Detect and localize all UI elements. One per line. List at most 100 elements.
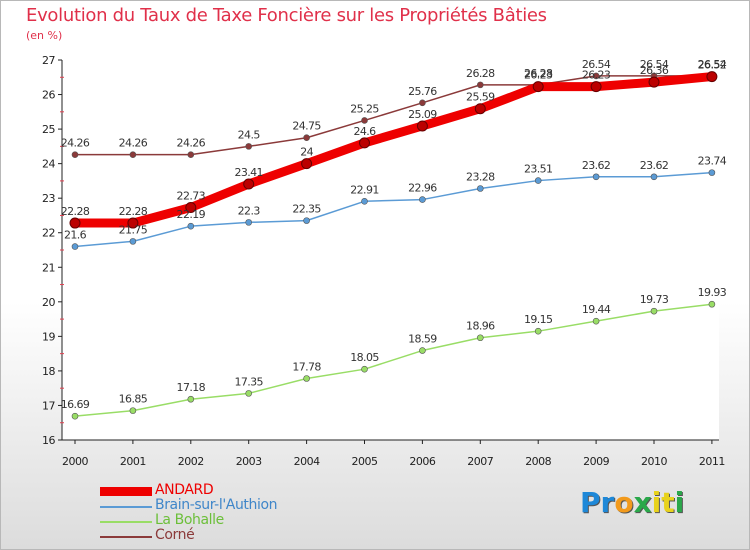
- legend-item: La Bohalle: [100, 512, 350, 529]
- series-line-3: [74, 75, 713, 156]
- data-label: 22.91: [350, 183, 379, 196]
- x-tick-label: 2000: [62, 455, 88, 468]
- data-point: [243, 178, 255, 190]
- data-point: [185, 202, 197, 214]
- data-label: 24: [300, 146, 313, 159]
- data-label: 26.54: [640, 58, 669, 71]
- x-tick-label: 2009: [583, 455, 609, 468]
- data-label: 22.96: [408, 182, 437, 195]
- data-label: 23.62: [640, 159, 669, 172]
- data-label: 26.28: [524, 67, 553, 80]
- data-point: [534, 177, 542, 184]
- data-point: [419, 99, 426, 107]
- data-label: 24.26: [61, 137, 90, 150]
- y-tick-label: 27: [42, 54, 55, 67]
- data-label: 19.73: [640, 293, 669, 306]
- series-line-2: [74, 303, 713, 417]
- data-point: [650, 307, 658, 315]
- data-point: [476, 81, 484, 89]
- data-label: 23.41: [234, 166, 263, 179]
- data-label: 25.59: [466, 91, 495, 104]
- data-point: [127, 217, 139, 229]
- data-point: [187, 151, 195, 158]
- x-tick-label: 2008: [525, 455, 551, 468]
- x-tick-label: 2003: [236, 455, 262, 468]
- data-point: [650, 173, 658, 181]
- logo-letter: r: [600, 486, 615, 519]
- data-point: [187, 222, 195, 230]
- y-tick-label: 20: [42, 296, 55, 309]
- x-tick-label: 2004: [294, 455, 320, 468]
- y-tick-label: 21: [42, 261, 55, 274]
- data-point: [416, 120, 428, 132]
- logo-letter: i: [674, 486, 685, 519]
- data-label: 25.09: [408, 108, 437, 121]
- data-label: 17.18: [177, 381, 206, 394]
- series-line-1: [74, 171, 713, 248]
- data-point: [359, 137, 370, 149]
- legend-item: ANDARD: [100, 482, 350, 499]
- data-label: 22.28: [61, 205, 90, 218]
- data-label: 16.85: [119, 393, 148, 406]
- data-point: [592, 173, 600, 181]
- proxiti-logo: Proxiti: [580, 486, 684, 519]
- data-label: 26.28: [466, 67, 495, 80]
- x-tick-label: 2011: [699, 455, 725, 468]
- legend-swatch: [100, 487, 152, 496]
- data-label: 23.74: [698, 155, 727, 168]
- data-point: [69, 217, 81, 229]
- plot-area: [62, 60, 719, 440]
- data-label: 21.6: [64, 229, 87, 242]
- data-point: [71, 243, 79, 250]
- data-label: 23.28: [466, 171, 495, 184]
- data-label: 24.5: [238, 128, 261, 141]
- data-label: 23.62: [582, 159, 611, 172]
- data-label: 17.35: [234, 375, 263, 388]
- data-label: 18.05: [350, 351, 379, 364]
- data-point: [71, 412, 79, 420]
- chart-title: Evolution du Taux de Taxe Foncière sur l…: [26, 5, 547, 26]
- data-point: [301, 158, 313, 170]
- data-point: [361, 197, 368, 205]
- data-point: [303, 134, 310, 142]
- data-label: 24.26: [119, 137, 148, 150]
- data-point: [590, 81, 602, 93]
- data-label: 22.3: [238, 204, 261, 217]
- y-tick-label: 23: [42, 192, 55, 205]
- chart-subtitle: (en %): [26, 29, 63, 42]
- data-label: 19.44: [582, 303, 611, 316]
- x-tick-label: 2007: [467, 455, 493, 468]
- data-label: 23.51: [524, 163, 553, 176]
- legend-swatch: [100, 520, 152, 523]
- data-point: [592, 72, 600, 80]
- data-point: [419, 196, 426, 203]
- y-tick-label: 16: [42, 434, 55, 447]
- y-tick-label: 17: [42, 399, 55, 412]
- data-label: 24.75: [292, 120, 321, 133]
- y-tick-label: 18: [42, 365, 55, 378]
- data-label: 26.54: [582, 58, 611, 71]
- data-point: [361, 365, 368, 373]
- legend-label: ANDARD: [155, 482, 214, 498]
- data-point: [303, 217, 310, 224]
- data-point: [245, 390, 252, 397]
- data-label: 26.36: [640, 64, 669, 77]
- legend-label: Corné: [155, 527, 195, 543]
- legend-item: Brain-sur-l'Authion: [100, 497, 350, 514]
- legend-swatch: [100, 535, 152, 538]
- data-point: [706, 71, 718, 83]
- x-tick-label: 2010: [641, 455, 667, 468]
- y-tick-label: 19: [42, 330, 55, 343]
- x-tick-label: 2002: [178, 455, 204, 468]
- logo-letter: o: [614, 486, 634, 519]
- legend-swatch: [100, 505, 152, 508]
- data-point: [708, 300, 716, 308]
- x-tick-label: 2006: [409, 455, 435, 468]
- y-tick-label: 22: [42, 227, 55, 240]
- data-label: 19.93: [698, 286, 727, 299]
- data-label: 18.96: [466, 320, 495, 333]
- x-tick-label: 2005: [352, 455, 378, 468]
- data-label: 17.78: [292, 361, 321, 374]
- data-label: 26.52: [698, 59, 727, 72]
